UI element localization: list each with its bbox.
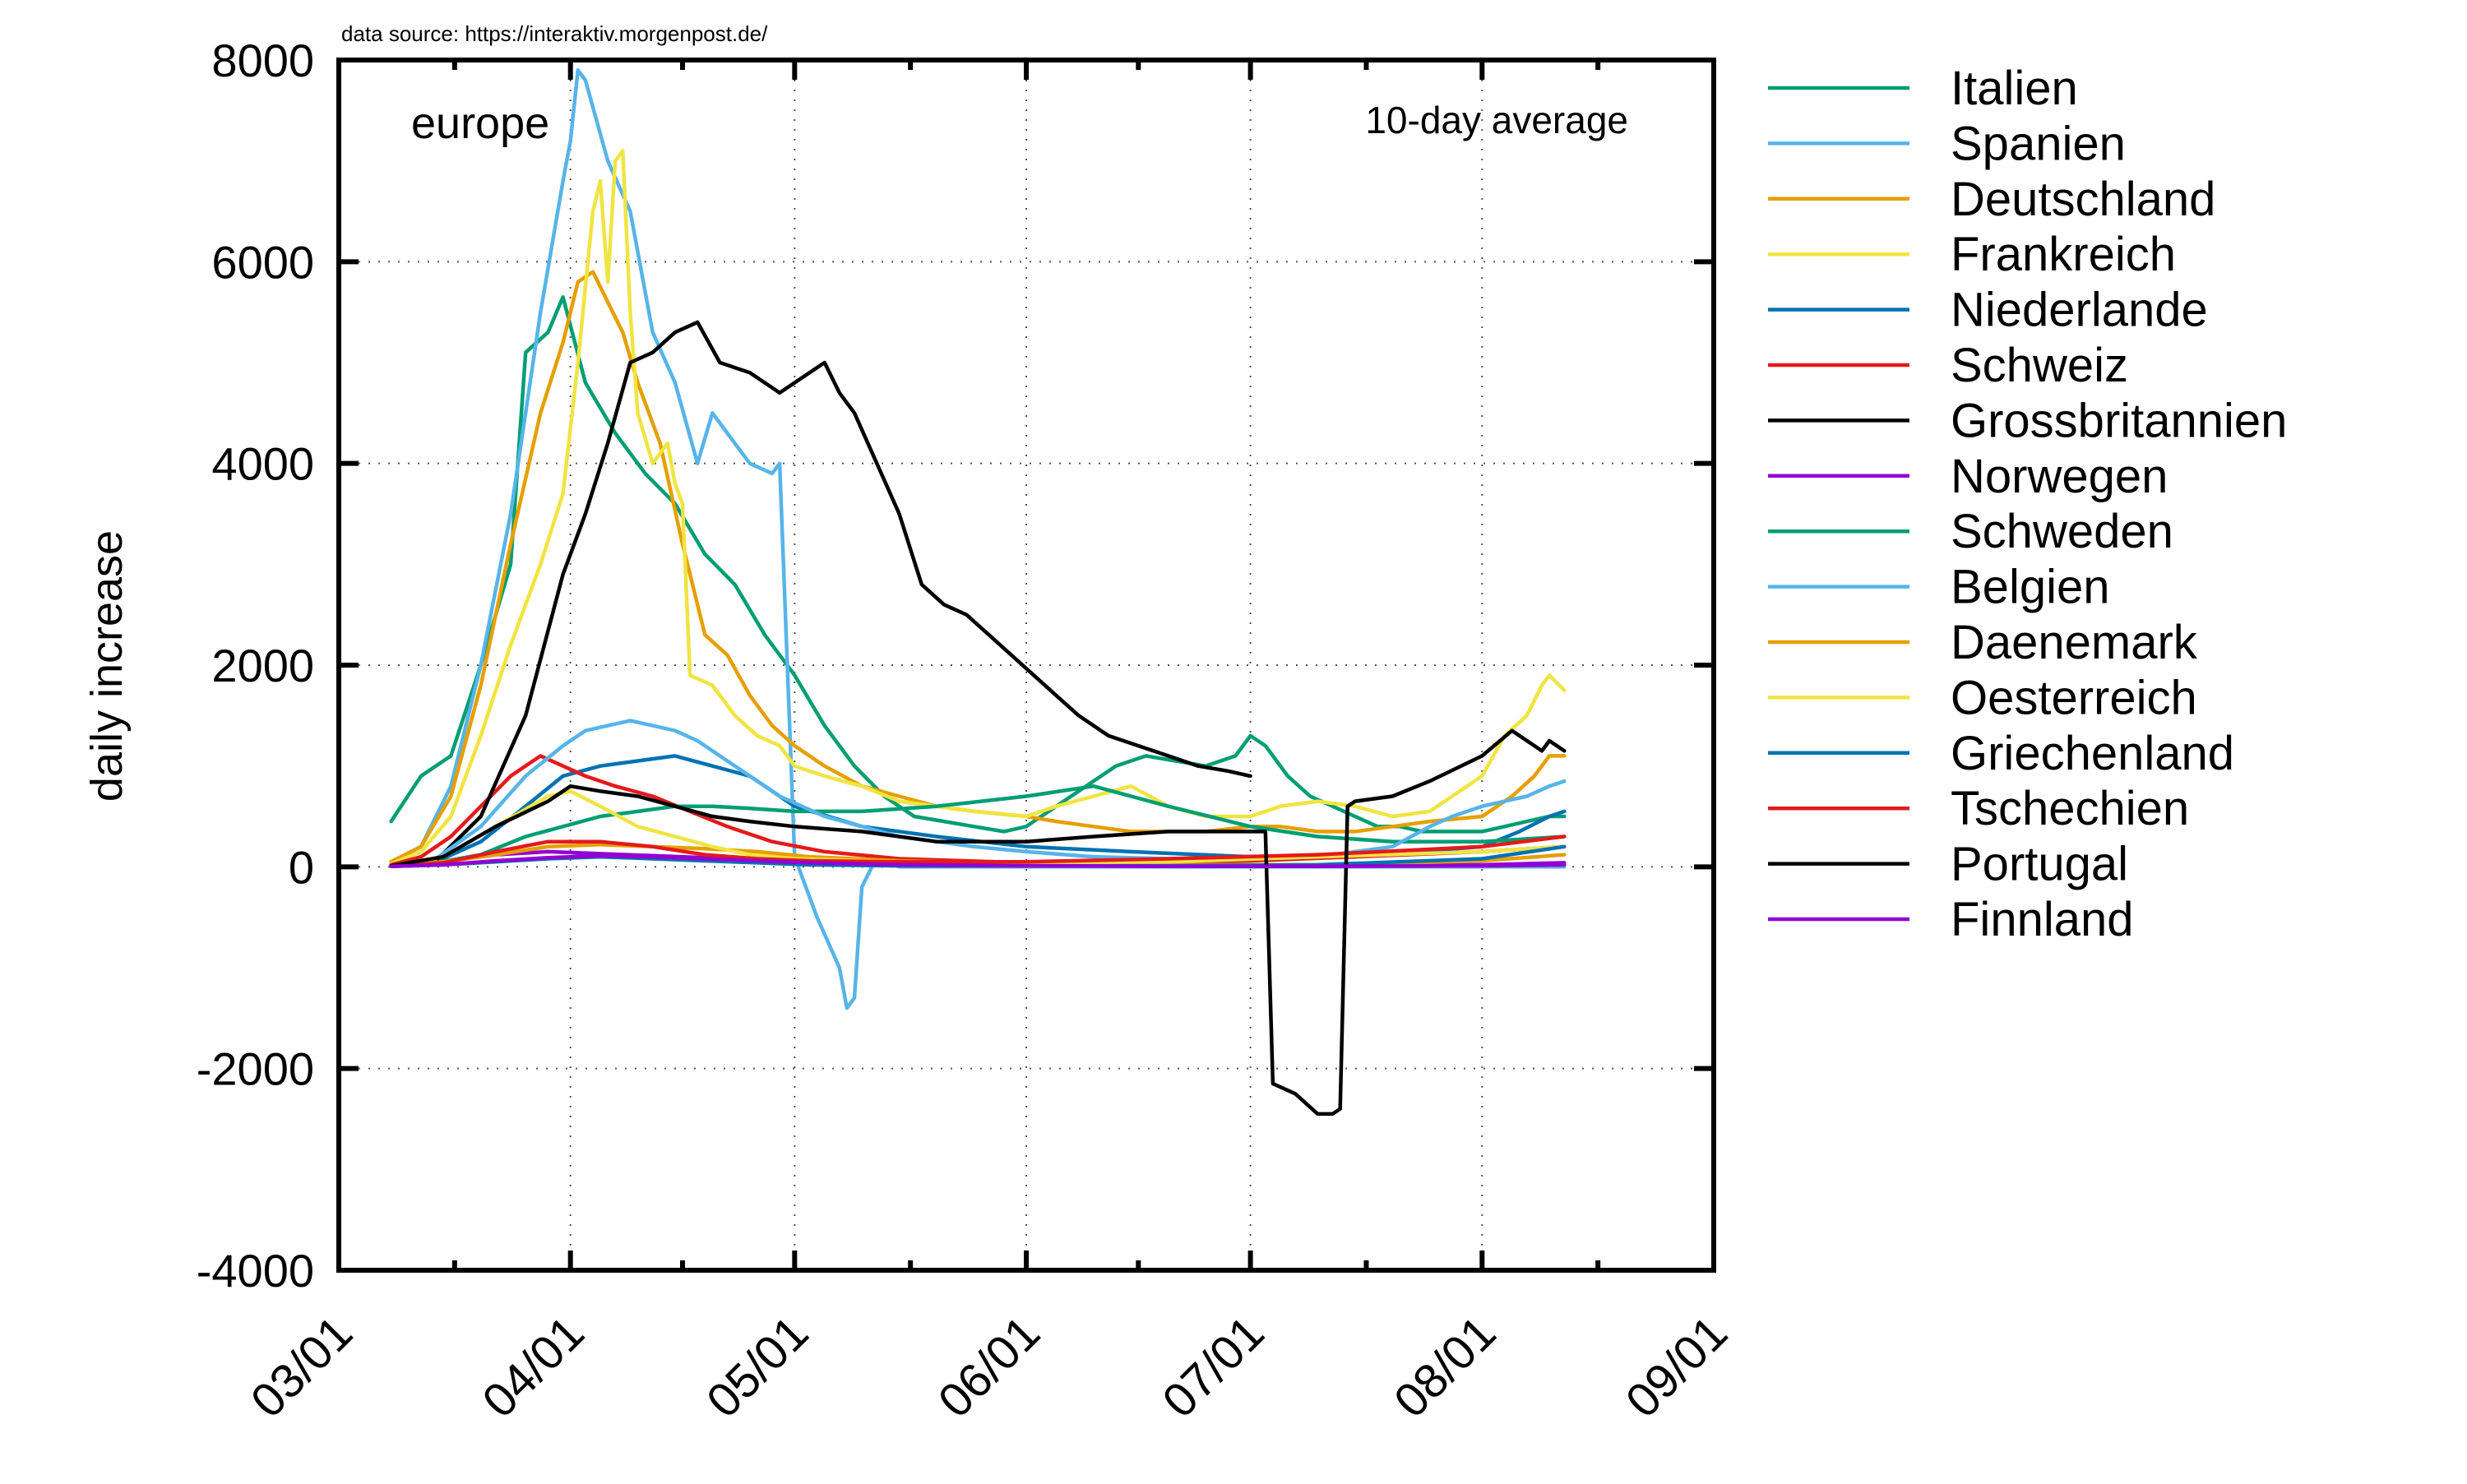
legend-label: Griechenland <box>1951 727 2234 780</box>
legend-entry-griechenland: Griechenland <box>1768 727 2234 780</box>
series-lines <box>389 68 1567 1116</box>
y-tick-label: 4000 <box>211 438 314 490</box>
x-tick-label: 04/01 <box>472 1306 595 1428</box>
legend-label: Niederlande <box>1951 284 2208 337</box>
series-line-grossbritannien <box>389 320 1252 868</box>
y-tick-label: 6000 <box>211 236 314 288</box>
x-tick-label: 06/01 <box>928 1306 1051 1428</box>
grid <box>339 60 1714 1270</box>
legend-entry-grossbritannien: Grossbritannien <box>1768 394 2287 447</box>
legend-label: Portugal <box>1951 838 2128 891</box>
x-tick-label: 08/01 <box>1384 1306 1507 1428</box>
legend-entry-norwegen: Norwegen <box>1768 450 2168 503</box>
y-tick-label: 8000 <box>211 35 314 86</box>
legend-entry-italien: Italien <box>1768 62 2078 115</box>
average-label: 10-day average <box>1365 99 1628 141</box>
legend-entry-belgien: Belgien <box>1768 561 2109 614</box>
legend-label: Grossbritannien <box>1951 394 2287 447</box>
y-tick-label: 0 <box>289 841 314 893</box>
legend-entry-portugal: Portugal <box>1768 838 2128 891</box>
legend-entry-oesterreich: Oesterreich <box>1768 671 2197 724</box>
x-tick-label: 03/01 <box>241 1306 363 1428</box>
series-line-frankreich <box>389 149 1567 866</box>
series-line-portugal <box>389 728 1567 1116</box>
legend-entry-tschechien: Tschechien <box>1768 782 2189 835</box>
y-tick-labels: 8000 6000 4000 2000 0 -2000 -4000 <box>197 35 314 1297</box>
source-note: data source: https://interaktiv.morgenpo… <box>341 21 768 46</box>
legend-label: Deutschland <box>1951 173 2215 226</box>
series-line-schweden <box>389 784 1567 868</box>
y-tick-label: 2000 <box>211 640 314 691</box>
series-line-finnland <box>389 853 1567 868</box>
legend-entry-spanien: Spanien <box>1768 117 2126 170</box>
legend-label: Daenemark <box>1951 616 2198 669</box>
legend-label: Belgien <box>1951 561 2109 614</box>
legend-entry-frankreich: Frankreich <box>1768 228 2176 281</box>
x-tick-label: 09/01 <box>1616 1306 1738 1428</box>
axis-ticks <box>336 58 1716 1273</box>
legend-entry-schweden: Schweden <box>1768 505 2173 558</box>
x-tick-label: 05/01 <box>697 1306 819 1428</box>
legend-label: Italien <box>1951 62 2078 115</box>
legend-entry-niederlande: Niederlande <box>1768 284 2208 337</box>
legend: ItalienSpanienDeutschlandFrankreichNiede… <box>1768 62 2287 946</box>
legend-label: Spanien <box>1951 117 2126 170</box>
legend-entry-finnland: Finnland <box>1768 893 2133 946</box>
region-label: europe <box>411 99 549 148</box>
legend-entry-daenemark: Daenemark <box>1768 616 2198 669</box>
legend-label: Tschechien <box>1951 782 2189 835</box>
series-line-oesterreich <box>389 789 1567 868</box>
x-tick-labels: 03/01 04/01 05/01 06/01 07/01 08/01 09/01 <box>241 1306 1738 1428</box>
legend-label: Norwegen <box>1951 450 2168 503</box>
plot-frame <box>336 58 1716 1273</box>
y-axis-label: daily increase <box>82 530 132 802</box>
y-tick-label: -4000 <box>197 1245 314 1297</box>
legend-label: Frankreich <box>1951 228 2176 281</box>
series-line-belgien <box>389 719 1567 868</box>
legend-entry-deutschland: Deutschland <box>1768 173 2215 226</box>
x-tick-label: 07/01 <box>1152 1306 1275 1428</box>
y-tick-label: -2000 <box>197 1043 314 1095</box>
legend-entry-schweiz: Schweiz <box>1768 339 2128 392</box>
legend-label: Finnland <box>1951 893 2133 946</box>
legend-label: Oesterreich <box>1951 671 2197 724</box>
legend-label: Schweden <box>1951 505 2173 558</box>
legend-label: Schweiz <box>1951 339 2128 392</box>
